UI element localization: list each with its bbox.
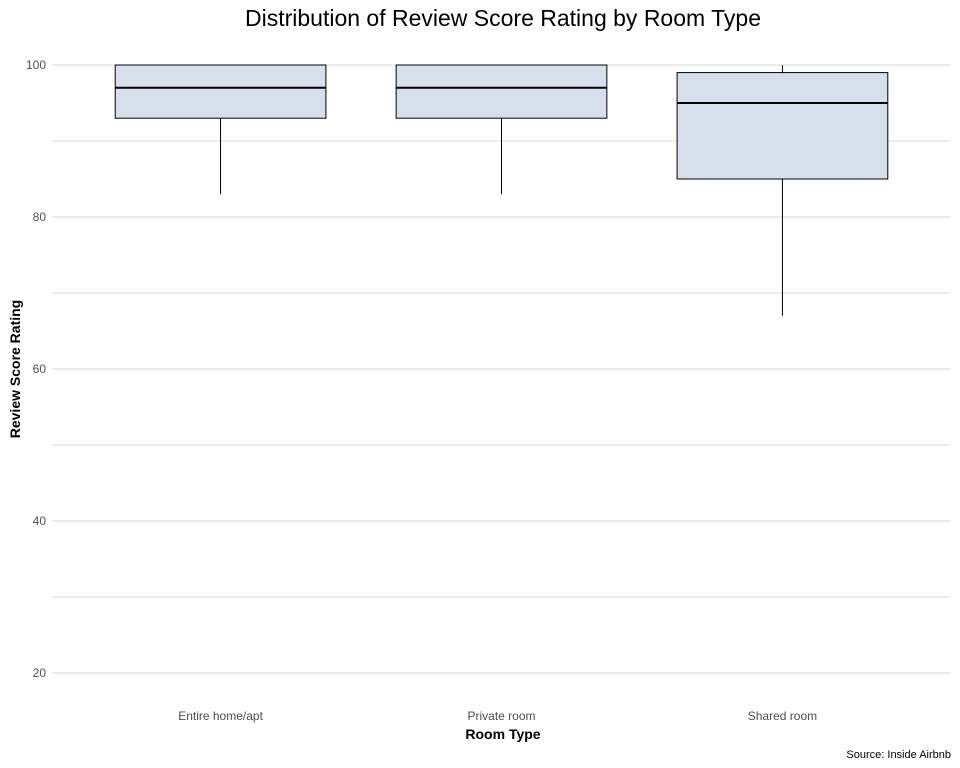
x-tick-label: Private room bbox=[467, 709, 535, 723]
y-tick-label: 20 bbox=[33, 666, 47, 680]
y-axis-ticks: 20 40 60 80 100 bbox=[26, 58, 46, 680]
y-tick-label: 100 bbox=[26, 58, 46, 72]
box-series bbox=[114, 64, 889, 316]
iqr-box bbox=[395, 64, 608, 119]
x-axis-ticks: Entire home/apt Private room Shared room bbox=[178, 709, 817, 723]
source-caption: Source: Inside Airbnb bbox=[846, 749, 951, 761]
y-tick-label: 40 bbox=[33, 514, 47, 528]
box-1 bbox=[114, 64, 327, 195]
box-2 bbox=[395, 64, 608, 195]
x-axis-title: Room Type bbox=[465, 726, 540, 742]
x-tick-label: Shared room bbox=[748, 709, 817, 723]
box-3 bbox=[676, 65, 889, 316]
chart-title: Distribution of Review Score Rating by R… bbox=[245, 5, 761, 31]
iqr-box bbox=[676, 72, 889, 180]
y-tick-label: 60 bbox=[33, 362, 47, 376]
y-axis-title: Review Score Rating bbox=[7, 300, 23, 439]
x-tick-label: Entire home/apt bbox=[178, 709, 263, 723]
iqr-box bbox=[114, 64, 327, 119]
y-tick-label: 80 bbox=[33, 210, 47, 224]
